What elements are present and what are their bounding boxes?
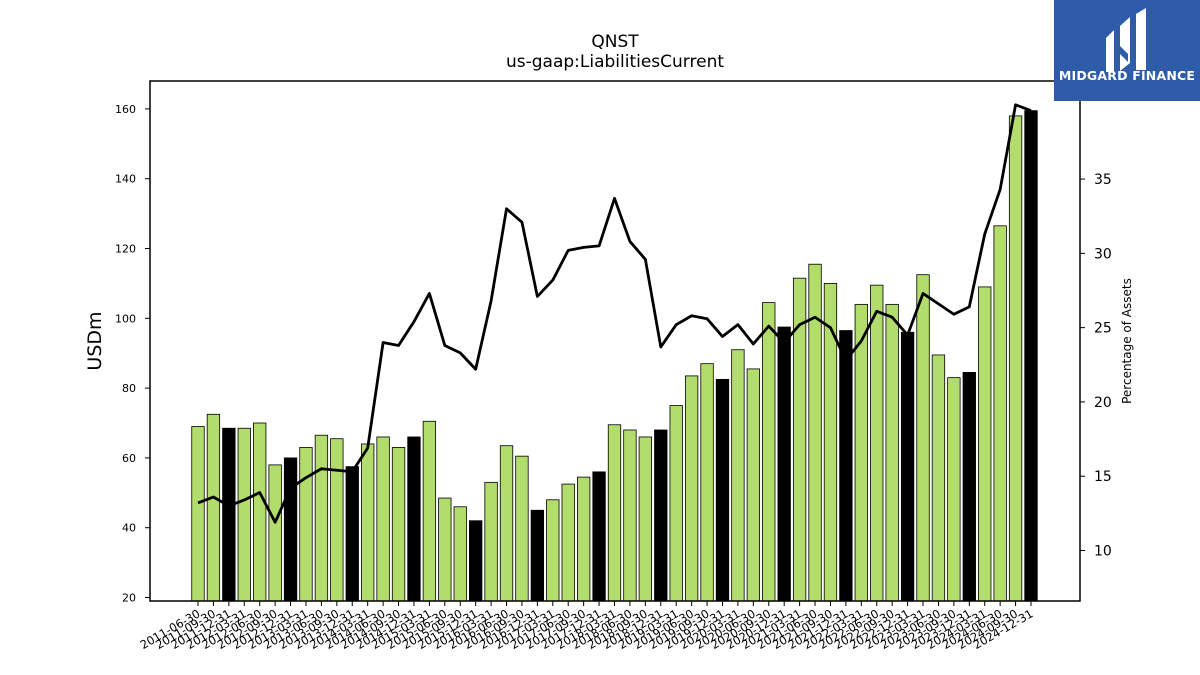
y2-tick-label: 15 (1094, 469, 1112, 485)
y-tick-label: 60 (122, 452, 136, 465)
bar-2022-03-31 (854, 303, 868, 602)
bar-2019-12-31 (715, 378, 730, 602)
bar-2014-12-31 (407, 436, 421, 602)
bar-2018-03-31 (607, 424, 622, 602)
right-axis-ticks: 10 15 20 25 30 35 (1080, 172, 1112, 559)
bar-2015-09-30 (453, 506, 467, 602)
logo-mark-icon (1106, 8, 1146, 72)
bar-2020-03-31 (731, 349, 745, 602)
bar-2014-06-30 (376, 436, 390, 602)
bar-2015-03-31 (422, 420, 437, 602)
y-tick-label: 160 (115, 103, 136, 116)
bar-2023-09-30 (947, 377, 961, 602)
bar-2024-03-31 (978, 286, 992, 602)
bar-2013-12-31 (345, 466, 359, 602)
bar-2011-09-30 (206, 413, 221, 602)
bar-2019-06-30 (684, 375, 699, 602)
y2-tick-label: 20 (1094, 395, 1112, 411)
brand-logo: MIDGARD FINANCE (1054, 0, 1200, 101)
bar-2013-09-30 (330, 438, 344, 602)
y-tick-label: 20 (122, 592, 136, 605)
bar-2024-12-31 (1024, 110, 1038, 602)
y2-tick-label: 10 (1094, 543, 1112, 559)
bar-2012-09-30 (268, 464, 282, 602)
bar-2014-09-30 (391, 447, 406, 602)
bar-2020-09-30 (762, 302, 776, 602)
bar-2024-09-30 (1008, 115, 1023, 602)
bar-2012-12-31 (283, 457, 298, 602)
bar-2022-09-30 (885, 303, 899, 602)
y-tick-label: 80 (122, 382, 136, 395)
y2-tick-label: 35 (1094, 172, 1112, 188)
bar-2011-06-30 (191, 426, 205, 602)
bar-2014-03-31 (361, 443, 375, 602)
bar-2016-12-31 (530, 509, 545, 602)
bar-2011-12-31 (222, 427, 236, 602)
bar-2017-03-31 (546, 499, 560, 602)
percentage-line (197, 103, 1032, 524)
bar-2012-06-30 (253, 422, 267, 602)
bar-2021-12-31 (839, 330, 853, 602)
bar-2022-12-31 (900, 331, 915, 602)
bar-2013-06-30 (314, 434, 329, 602)
chart-title: QNST (591, 32, 639, 52)
bar-2020-12-31 (777, 326, 791, 602)
bar-series (191, 110, 1038, 602)
y-tick-label: 120 (115, 243, 136, 256)
right-axis-label: Percentage of Assets (1120, 278, 1134, 404)
y2-tick-label: 30 (1094, 246, 1112, 262)
y-tick-label: 100 (115, 312, 136, 325)
logo-text: MIDGARD FINANCE (1058, 68, 1196, 83)
left-axis-label: USDm (84, 311, 106, 370)
bar-2016-03-31 (484, 481, 498, 602)
bar-2017-12-31 (592, 471, 606, 602)
bar-2024-06-30 (993, 225, 1007, 602)
bar-2023-03-31 (916, 274, 930, 602)
bar-2015-12-31 (469, 520, 483, 602)
chart-subtitle: us-gaap:LiabilitiesCurrent (505, 52, 725, 72)
bar-2017-09-30 (577, 476, 591, 602)
bar-2022-06-30 (870, 284, 884, 602)
bar-2016-06-30 (499, 445, 514, 602)
bar-2021-06-30 (808, 263, 822, 602)
y-tick-label: 140 (115, 173, 136, 186)
bar-2023-12-31 (962, 372, 976, 602)
bar-2020-06-30 (746, 368, 760, 602)
y2-tick-label: 25 (1094, 321, 1112, 337)
left-axis-ticks: 20 40 60 80 100 120 140 160 (115, 103, 150, 605)
line-series (197, 103, 1032, 524)
bar-2021-09-30 (823, 283, 838, 602)
y-tick-label: 40 (122, 522, 136, 535)
bar-2018-06-30 (623, 429, 637, 602)
bar-2013-03-31 (299, 447, 313, 602)
bar-2023-06-30 (931, 354, 946, 602)
bar-2016-09-30 (515, 455, 529, 602)
x-axis-ticks: 2011-06-302011-09-302011-12-312012-03-31… (138, 601, 1036, 652)
bar-2018-09-30 (638, 436, 652, 602)
bar-2019-03-31 (669, 405, 683, 602)
bar-2019-09-30 (700, 363, 714, 602)
bar-2017-06-30 (561, 483, 575, 602)
bar-2015-06-30 (438, 497, 452, 602)
bar-2012-03-31 (237, 427, 251, 602)
bar-2018-12-31 (654, 429, 668, 602)
